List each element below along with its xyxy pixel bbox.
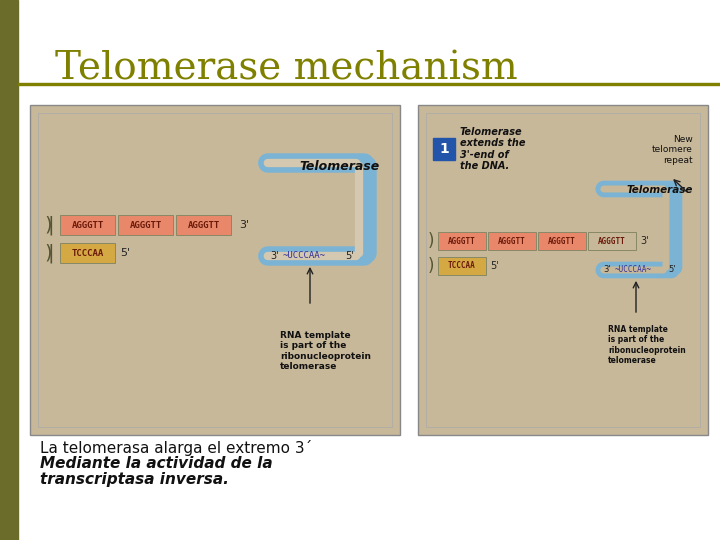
Text: Telomerase: Telomerase	[300, 160, 380, 173]
Bar	[30, 105, 400, 435]
Text: ): )	[44, 215, 52, 234]
Text: Telomerase mechanism: Telomerase mechanism	[55, 50, 518, 87]
Bar	[176, 215, 231, 235]
Text: New
telomere
repeat: New telomere repeat	[652, 135, 693, 165]
Text: 3': 3'	[270, 251, 279, 261]
Text: ): )	[428, 232, 434, 250]
Text: 5': 5'	[345, 251, 354, 261]
Text: Telomerase
extends the
3'-end of
the DNA.: Telomerase extends the 3'-end of the DNA…	[460, 126, 526, 171]
Text: AGGGTT: AGGGTT	[130, 220, 161, 230]
Bar	[60, 215, 115, 235]
Text: 1: 1	[439, 142, 449, 156]
Text: ~UCCCAA~: ~UCCCAA~	[615, 266, 652, 274]
Bar	[433, 138, 455, 160]
Text: 5': 5'	[120, 248, 130, 258]
Text: RNA template
is part of the
ribonucleoprotein
telomerase: RNA template is part of the ribonucleopr…	[608, 325, 685, 365]
Text: ): )	[44, 244, 52, 262]
Text: 3': 3'	[603, 266, 611, 274]
Bar	[438, 257, 486, 275]
Text: AGGGTT: AGGGTT	[187, 220, 220, 230]
Text: La telomerasa alarga el extremo 3´: La telomerasa alarga el extremo 3´	[40, 440, 312, 456]
Bar	[588, 232, 636, 250]
Text: RNA template
is part of the
ribonucleoprotein
telomerase: RNA template is part of the ribonucleopr…	[280, 331, 371, 371]
Text: TCCCAA: TCCCAA	[448, 261, 476, 271]
Text: 3': 3'	[640, 236, 649, 246]
Bar	[488, 232, 536, 250]
Text: 3': 3'	[239, 220, 249, 230]
Text: ): )	[428, 257, 434, 275]
Text: Mediante la actividad de la: Mediante la actividad de la	[40, 456, 273, 471]
Text: AGGGTT: AGGGTT	[448, 237, 476, 246]
Text: AGGGTT: AGGGTT	[498, 237, 526, 246]
Text: 5': 5'	[668, 266, 675, 274]
Text: AGGGTT: AGGGTT	[598, 237, 626, 246]
Text: ~UCCCAA~: ~UCCCAA~	[283, 252, 326, 260]
Bar	[426, 113, 700, 427]
Text: 5': 5'	[490, 261, 499, 271]
Bar	[0, 0, 18, 540]
Bar	[118, 215, 173, 235]
Bar	[438, 232, 486, 250]
Text: AGGGTT: AGGGTT	[71, 220, 104, 230]
Bar	[60, 243, 115, 263]
Bar	[418, 105, 708, 435]
Bar	[38, 113, 392, 427]
Bar	[538, 232, 586, 250]
Bar	[18, 83, 720, 85]
Text: transcriptasa inversa.: transcriptasa inversa.	[40, 472, 229, 487]
Text: |: |	[48, 215, 55, 235]
Text: TCCCAA: TCCCAA	[71, 248, 104, 258]
Text: Telomerase: Telomerase	[626, 185, 693, 195]
Text: |: |	[48, 243, 55, 263]
Text: AGGGTT: AGGGTT	[548, 237, 576, 246]
